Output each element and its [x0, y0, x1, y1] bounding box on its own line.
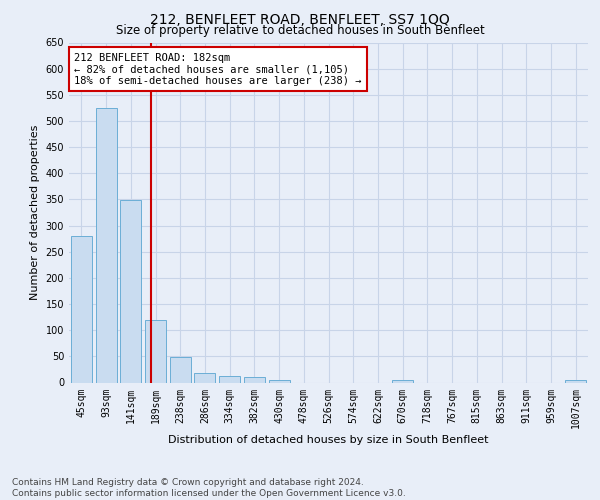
- Bar: [194, 373, 215, 382]
- Bar: [565, 380, 586, 382]
- Text: Size of property relative to detached houses in South Benfleet: Size of property relative to detached ho…: [116, 24, 484, 37]
- Bar: [392, 380, 413, 382]
- Text: 212 BENFLEET ROAD: 182sqm
← 82% of detached houses are smaller (1,105)
18% of se: 212 BENFLEET ROAD: 182sqm ← 82% of detac…: [74, 52, 362, 86]
- Bar: [219, 376, 240, 382]
- Y-axis label: Number of detached properties: Number of detached properties: [30, 125, 40, 300]
- Bar: [145, 320, 166, 382]
- X-axis label: Distribution of detached houses by size in South Benfleet: Distribution of detached houses by size …: [168, 436, 489, 446]
- Bar: [269, 380, 290, 382]
- Bar: [170, 358, 191, 382]
- Text: Contains HM Land Registry data © Crown copyright and database right 2024.
Contai: Contains HM Land Registry data © Crown c…: [12, 478, 406, 498]
- Bar: [120, 200, 141, 382]
- Bar: [71, 236, 92, 382]
- Bar: [244, 378, 265, 382]
- Bar: [95, 108, 116, 382]
- Text: 212, BENFLEET ROAD, BENFLEET, SS7 1QQ: 212, BENFLEET ROAD, BENFLEET, SS7 1QQ: [150, 12, 450, 26]
